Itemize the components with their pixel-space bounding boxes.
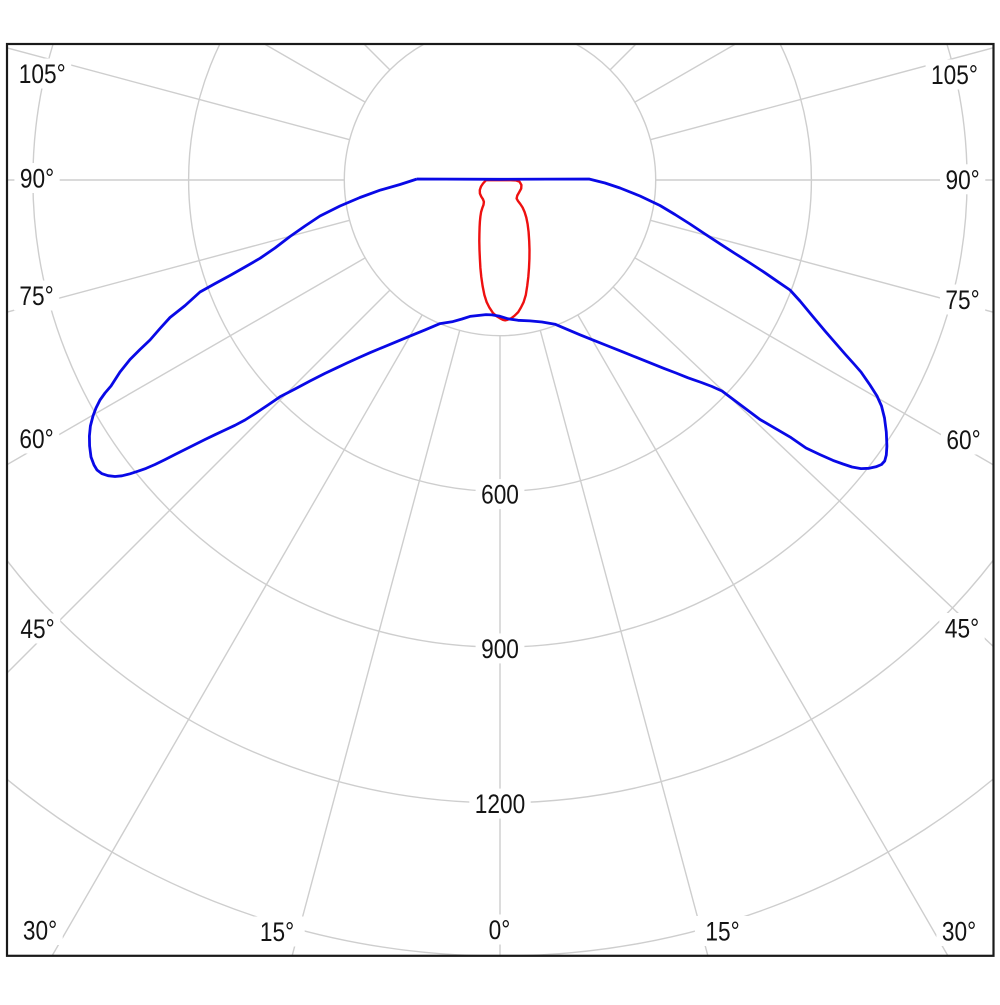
svg-text:60°: 60° <box>19 424 53 454</box>
svg-text:75°: 75° <box>945 285 979 315</box>
svg-text:90°: 90° <box>945 165 979 195</box>
svg-text:105°: 105° <box>931 60 978 90</box>
svg-text:1200: 1200 <box>475 789 525 819</box>
svg-text:600: 600 <box>481 480 519 510</box>
svg-text:75°: 75° <box>19 281 53 311</box>
svg-text:15°: 15° <box>705 917 739 947</box>
svg-text:30°: 30° <box>23 916 57 946</box>
svg-text:60°: 60° <box>946 425 980 455</box>
svg-text:30°: 30° <box>942 917 976 947</box>
svg-text:45°: 45° <box>945 614 979 644</box>
svg-text:900: 900 <box>481 634 519 664</box>
svg-text:105°: 105° <box>19 59 66 89</box>
svg-text:90°: 90° <box>20 164 54 194</box>
svg-text:45°: 45° <box>20 614 54 644</box>
svg-text:0°: 0° <box>489 915 511 945</box>
svg-text:15°: 15° <box>260 917 294 947</box>
